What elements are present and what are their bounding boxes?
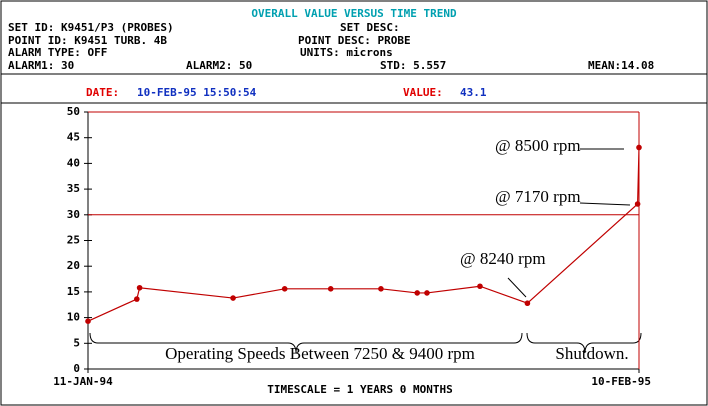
data-point bbox=[378, 286, 384, 292]
value-label: VALUE: bbox=[403, 86, 443, 99]
y-tick-label: 40 bbox=[67, 156, 80, 169]
data-point bbox=[134, 296, 140, 302]
y-tick-label: 25 bbox=[67, 234, 80, 247]
header-field: ALARM1: 30 bbox=[8, 59, 74, 72]
header-field: MEAN:14.08 bbox=[588, 59, 654, 72]
brace bbox=[89, 332, 523, 354]
data-point bbox=[85, 318, 91, 324]
annotation: @ 8240 rpm bbox=[460, 249, 546, 268]
y-tick-label: 0 bbox=[73, 362, 80, 375]
leader-line bbox=[507, 277, 527, 298]
y-tick-label: 45 bbox=[67, 131, 80, 144]
data-point bbox=[424, 290, 430, 296]
header-field: POINT DESC: PROBE bbox=[298, 34, 411, 47]
data-point bbox=[634, 201, 641, 207]
header-field: SET DESC: bbox=[340, 21, 400, 34]
chart-title: OVERALL VALUE VERSUS TIME TREND bbox=[251, 7, 457, 20]
annotation: @ 8500 rpm bbox=[495, 136, 581, 155]
annotation: Operating Speeds Between 7250 & 9400 rpm bbox=[165, 344, 475, 363]
data-point bbox=[524, 300, 531, 307]
date-value: 10-FEB-95 15:50:54 bbox=[137, 86, 257, 99]
header-field: ALARM2: 50 bbox=[186, 59, 252, 72]
data-point bbox=[230, 295, 236, 301]
header-field: POINT ID: K9451 TURB. 4B bbox=[8, 34, 167, 47]
data-point bbox=[414, 290, 421, 296]
annotation: @ 7170 rpm bbox=[495, 187, 581, 206]
y-tick-label: 10 bbox=[67, 311, 80, 324]
date-label: DATE: bbox=[86, 86, 119, 99]
y-tick-label: 50 bbox=[67, 105, 80, 118]
data-point bbox=[136, 284, 143, 291]
header-field: SET ID: K9451/P3 (PROBES) bbox=[8, 21, 174, 34]
data-point bbox=[327, 286, 334, 292]
value-value: 43.1 bbox=[460, 86, 487, 99]
annotation: Shutdown. bbox=[555, 344, 628, 363]
header-field: STD: 5.557 bbox=[380, 59, 446, 72]
data-point bbox=[477, 283, 483, 290]
y-tick-label: 5 bbox=[73, 336, 80, 349]
y-tick-label: 15 bbox=[67, 285, 80, 298]
x-axis-label: TIMESCALE = 1 YEARS 0 MONTHS bbox=[267, 383, 452, 396]
y-tick-label: 30 bbox=[67, 208, 80, 221]
x-tick-label: 10-FEB-95 bbox=[591, 375, 651, 388]
y-tick-label: 20 bbox=[67, 259, 80, 272]
x-tick-label: 11-JAN-94 bbox=[53, 375, 113, 388]
brace bbox=[526, 332, 642, 354]
leader-line bbox=[579, 202, 631, 206]
header-field: ALARM TYPE: OFF bbox=[8, 46, 107, 59]
data-point bbox=[636, 144, 642, 151]
header-field: UNITS: microns bbox=[300, 46, 393, 59]
data-point bbox=[281, 286, 288, 292]
y-tick-label: 35 bbox=[67, 182, 80, 195]
